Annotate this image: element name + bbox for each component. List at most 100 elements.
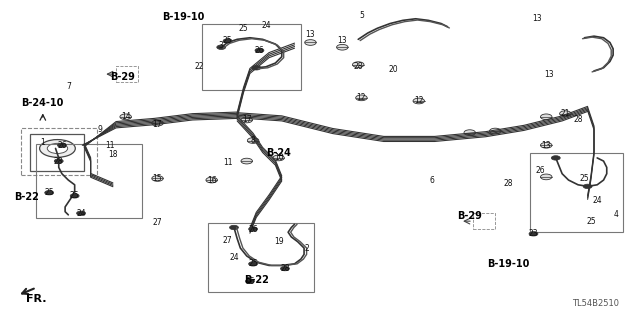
Circle shape bbox=[413, 98, 424, 104]
Text: 14: 14 bbox=[121, 112, 131, 121]
Circle shape bbox=[247, 138, 259, 143]
Circle shape bbox=[529, 232, 538, 236]
Circle shape bbox=[356, 95, 367, 101]
Text: 26: 26 bbox=[248, 225, 258, 234]
Circle shape bbox=[120, 114, 131, 120]
Text: 11: 11 bbox=[223, 158, 232, 167]
Bar bbox=[30, 134, 84, 171]
Circle shape bbox=[337, 44, 348, 50]
Text: 27: 27 bbox=[223, 236, 232, 245]
Text: FR.: FR. bbox=[26, 293, 47, 304]
Circle shape bbox=[583, 184, 592, 189]
Circle shape bbox=[40, 140, 76, 157]
Circle shape bbox=[464, 130, 476, 136]
Text: 28: 28 bbox=[353, 62, 363, 71]
Bar bbox=[36, 144, 141, 218]
Text: 24: 24 bbox=[261, 21, 271, 30]
Text: B-24: B-24 bbox=[266, 148, 291, 158]
Circle shape bbox=[280, 266, 289, 271]
Text: 16: 16 bbox=[207, 175, 216, 185]
Text: 13: 13 bbox=[532, 14, 541, 23]
Circle shape bbox=[47, 143, 68, 153]
Circle shape bbox=[540, 114, 552, 120]
Text: 28: 28 bbox=[280, 264, 290, 273]
Circle shape bbox=[248, 262, 257, 266]
Text: 13: 13 bbox=[545, 70, 554, 78]
Text: 17: 17 bbox=[242, 115, 252, 124]
Circle shape bbox=[206, 177, 218, 183]
Circle shape bbox=[540, 174, 552, 180]
Text: B-19-10: B-19-10 bbox=[162, 12, 204, 22]
Text: 10: 10 bbox=[274, 153, 284, 162]
Text: 20: 20 bbox=[388, 65, 398, 74]
Circle shape bbox=[223, 39, 232, 43]
Circle shape bbox=[54, 159, 63, 163]
Text: 11: 11 bbox=[105, 141, 115, 150]
Bar bbox=[209, 223, 314, 292]
Circle shape bbox=[540, 142, 552, 148]
Circle shape bbox=[255, 48, 264, 53]
Text: 17: 17 bbox=[153, 120, 163, 129]
Text: 26: 26 bbox=[255, 46, 264, 55]
Text: 26: 26 bbox=[535, 166, 545, 175]
Circle shape bbox=[58, 143, 67, 147]
Circle shape bbox=[217, 45, 226, 49]
Text: 18: 18 bbox=[108, 150, 118, 159]
Circle shape bbox=[241, 117, 252, 123]
Text: 19: 19 bbox=[274, 237, 284, 246]
Text: B-24-10: B-24-10 bbox=[22, 98, 64, 108]
Text: 5: 5 bbox=[359, 11, 364, 20]
Text: 13: 13 bbox=[541, 141, 551, 150]
Text: 23: 23 bbox=[529, 229, 538, 238]
Circle shape bbox=[490, 128, 501, 134]
Bar bbox=[473, 213, 495, 229]
Text: 9: 9 bbox=[98, 125, 102, 134]
Text: 12: 12 bbox=[414, 97, 424, 106]
Text: 25: 25 bbox=[586, 217, 596, 226]
Text: 25: 25 bbox=[70, 191, 79, 200]
Circle shape bbox=[241, 158, 252, 164]
Circle shape bbox=[273, 155, 284, 161]
Text: 24: 24 bbox=[593, 196, 602, 205]
Text: 6: 6 bbox=[429, 175, 434, 185]
Text: 25: 25 bbox=[245, 277, 255, 286]
Circle shape bbox=[70, 194, 79, 198]
Text: 26: 26 bbox=[57, 141, 67, 150]
Text: 13: 13 bbox=[306, 30, 316, 39]
Text: 25: 25 bbox=[44, 188, 54, 197]
Text: 25: 25 bbox=[239, 24, 248, 33]
Circle shape bbox=[152, 120, 163, 126]
Circle shape bbox=[551, 156, 560, 160]
Text: 28: 28 bbox=[54, 157, 63, 166]
Circle shape bbox=[77, 211, 86, 215]
Text: 25: 25 bbox=[580, 174, 589, 183]
Text: 28: 28 bbox=[573, 115, 583, 124]
Text: 13: 13 bbox=[337, 36, 347, 45]
Text: B-29: B-29 bbox=[458, 211, 482, 221]
Text: B-22: B-22 bbox=[15, 192, 39, 203]
Text: 28: 28 bbox=[503, 179, 513, 188]
Circle shape bbox=[45, 190, 54, 195]
Bar bbox=[116, 66, 138, 82]
Circle shape bbox=[353, 62, 364, 68]
Bar bbox=[202, 24, 301, 90]
Circle shape bbox=[152, 176, 163, 181]
Circle shape bbox=[559, 111, 571, 116]
Text: 22: 22 bbox=[194, 62, 204, 71]
Text: 24: 24 bbox=[76, 209, 86, 218]
Bar bbox=[531, 153, 623, 232]
Circle shape bbox=[246, 279, 254, 284]
Text: 12: 12 bbox=[356, 93, 366, 102]
Text: 8: 8 bbox=[251, 136, 255, 145]
Text: 25: 25 bbox=[248, 259, 258, 268]
Text: 25: 25 bbox=[223, 36, 232, 45]
Text: 7: 7 bbox=[66, 82, 71, 91]
Text: 4: 4 bbox=[614, 210, 619, 219]
Text: B-29: B-29 bbox=[110, 72, 135, 82]
Text: B-19-10: B-19-10 bbox=[487, 259, 529, 269]
Text: B-22: B-22 bbox=[244, 275, 269, 285]
Text: TL54B2510: TL54B2510 bbox=[573, 299, 620, 308]
Circle shape bbox=[248, 227, 257, 231]
Circle shape bbox=[230, 225, 239, 230]
Circle shape bbox=[252, 66, 260, 70]
